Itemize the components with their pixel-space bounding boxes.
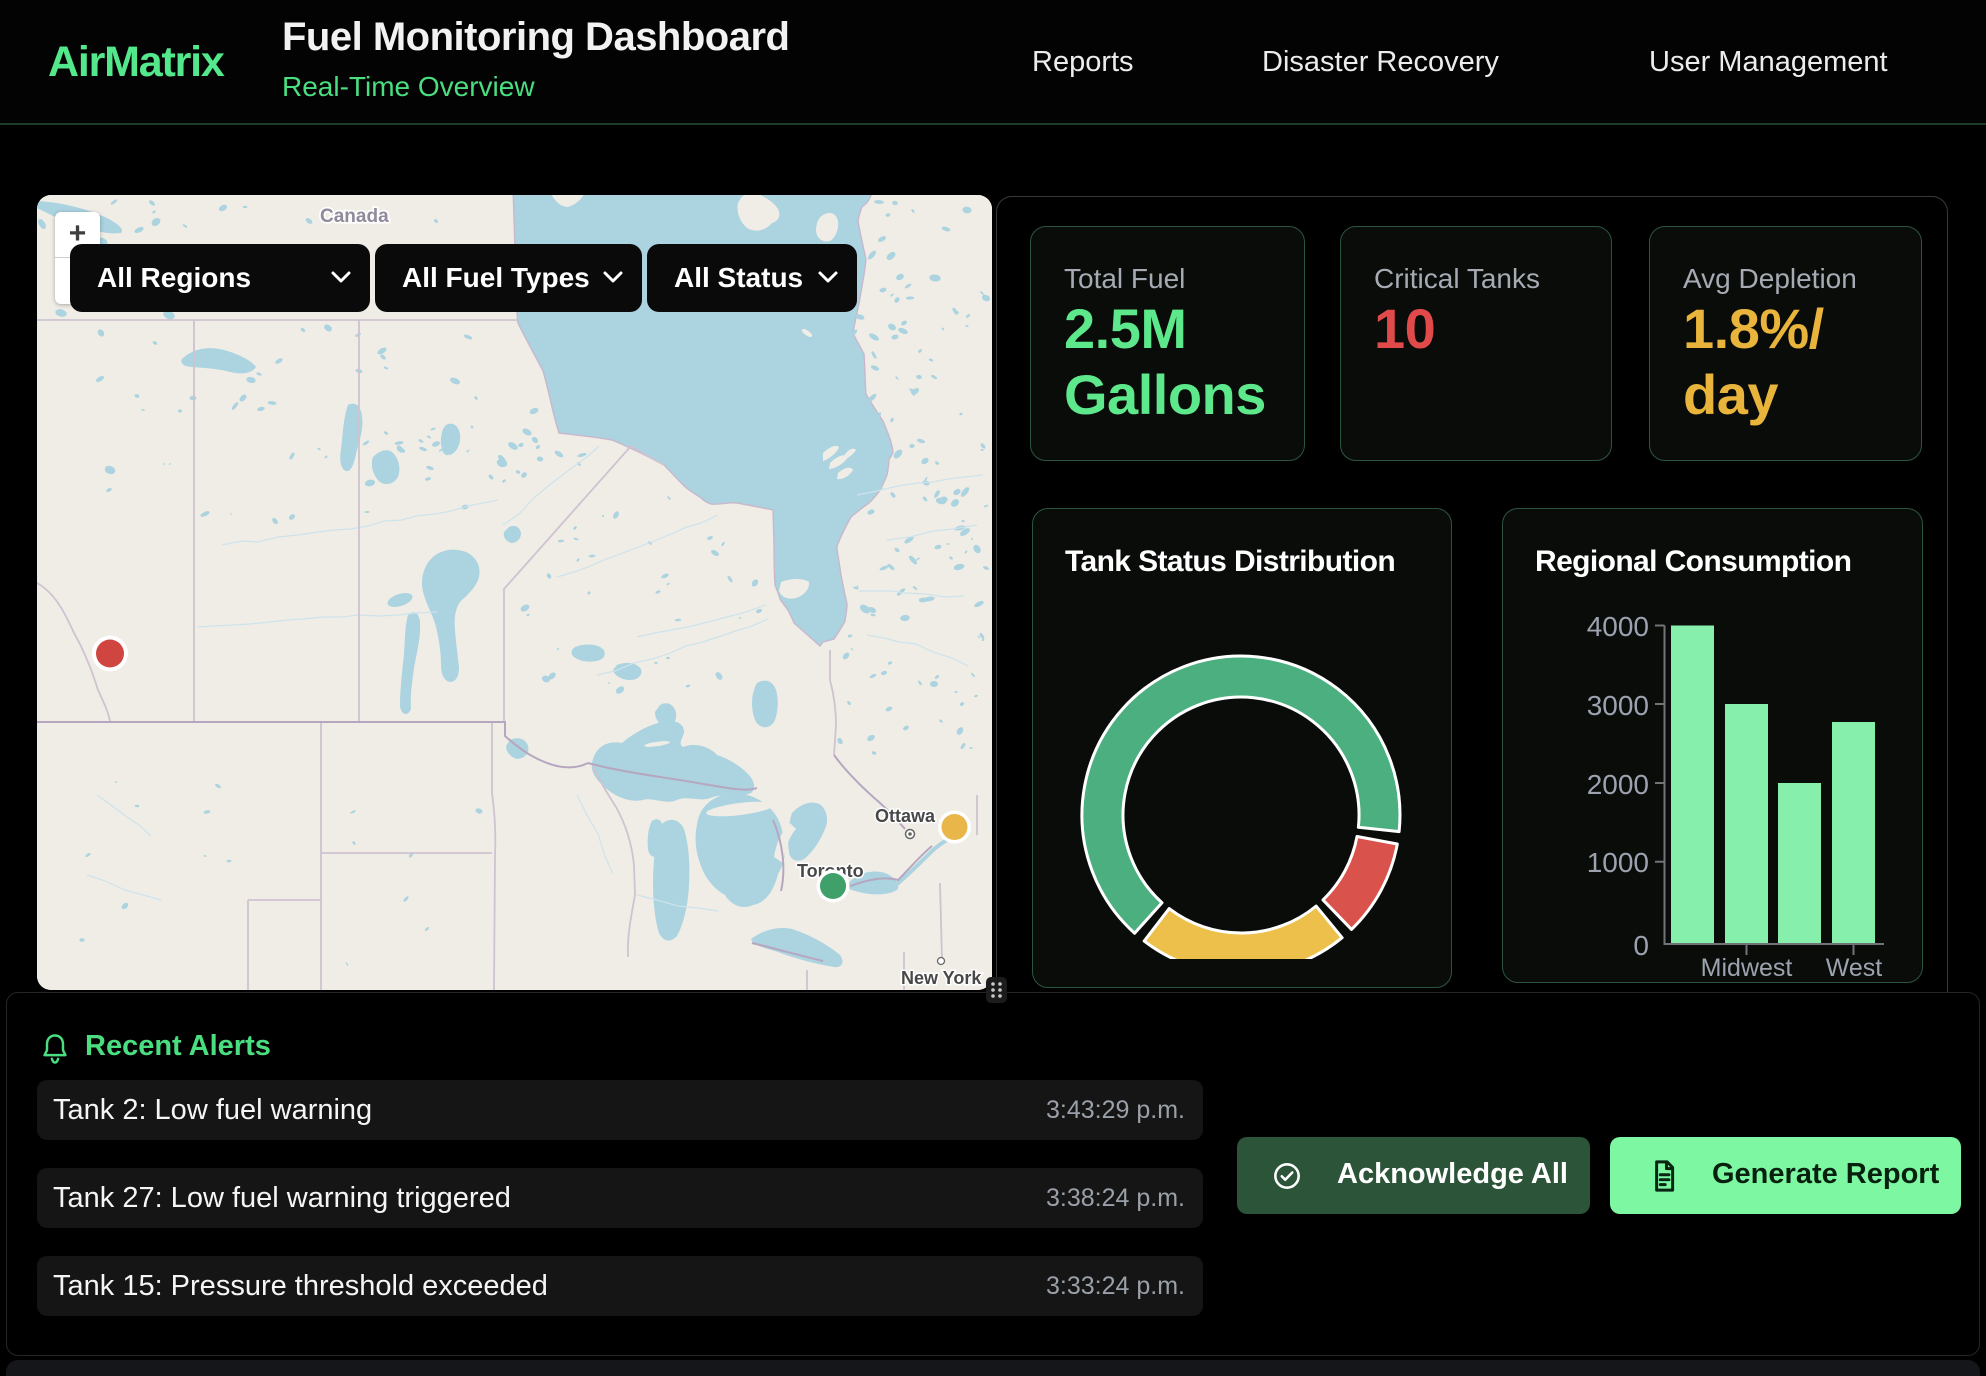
svg-text:Ottawa: Ottawa <box>875 806 936 826</box>
svg-text:0: 0 <box>1633 930 1649 961</box>
svg-text:Midwest: Midwest <box>1701 954 1793 982</box>
svg-text:2000: 2000 <box>1587 769 1649 800</box>
svg-text:1000: 1000 <box>1587 847 1649 878</box>
svg-text:New York: New York <box>901 968 982 988</box>
svg-text:West: West <box>1826 954 1883 982</box>
svg-text:3000: 3000 <box>1587 690 1649 721</box>
svg-text:Canada: Canada <box>320 206 389 227</box>
svg-text:4000: 4000 <box>1587 611 1649 642</box>
